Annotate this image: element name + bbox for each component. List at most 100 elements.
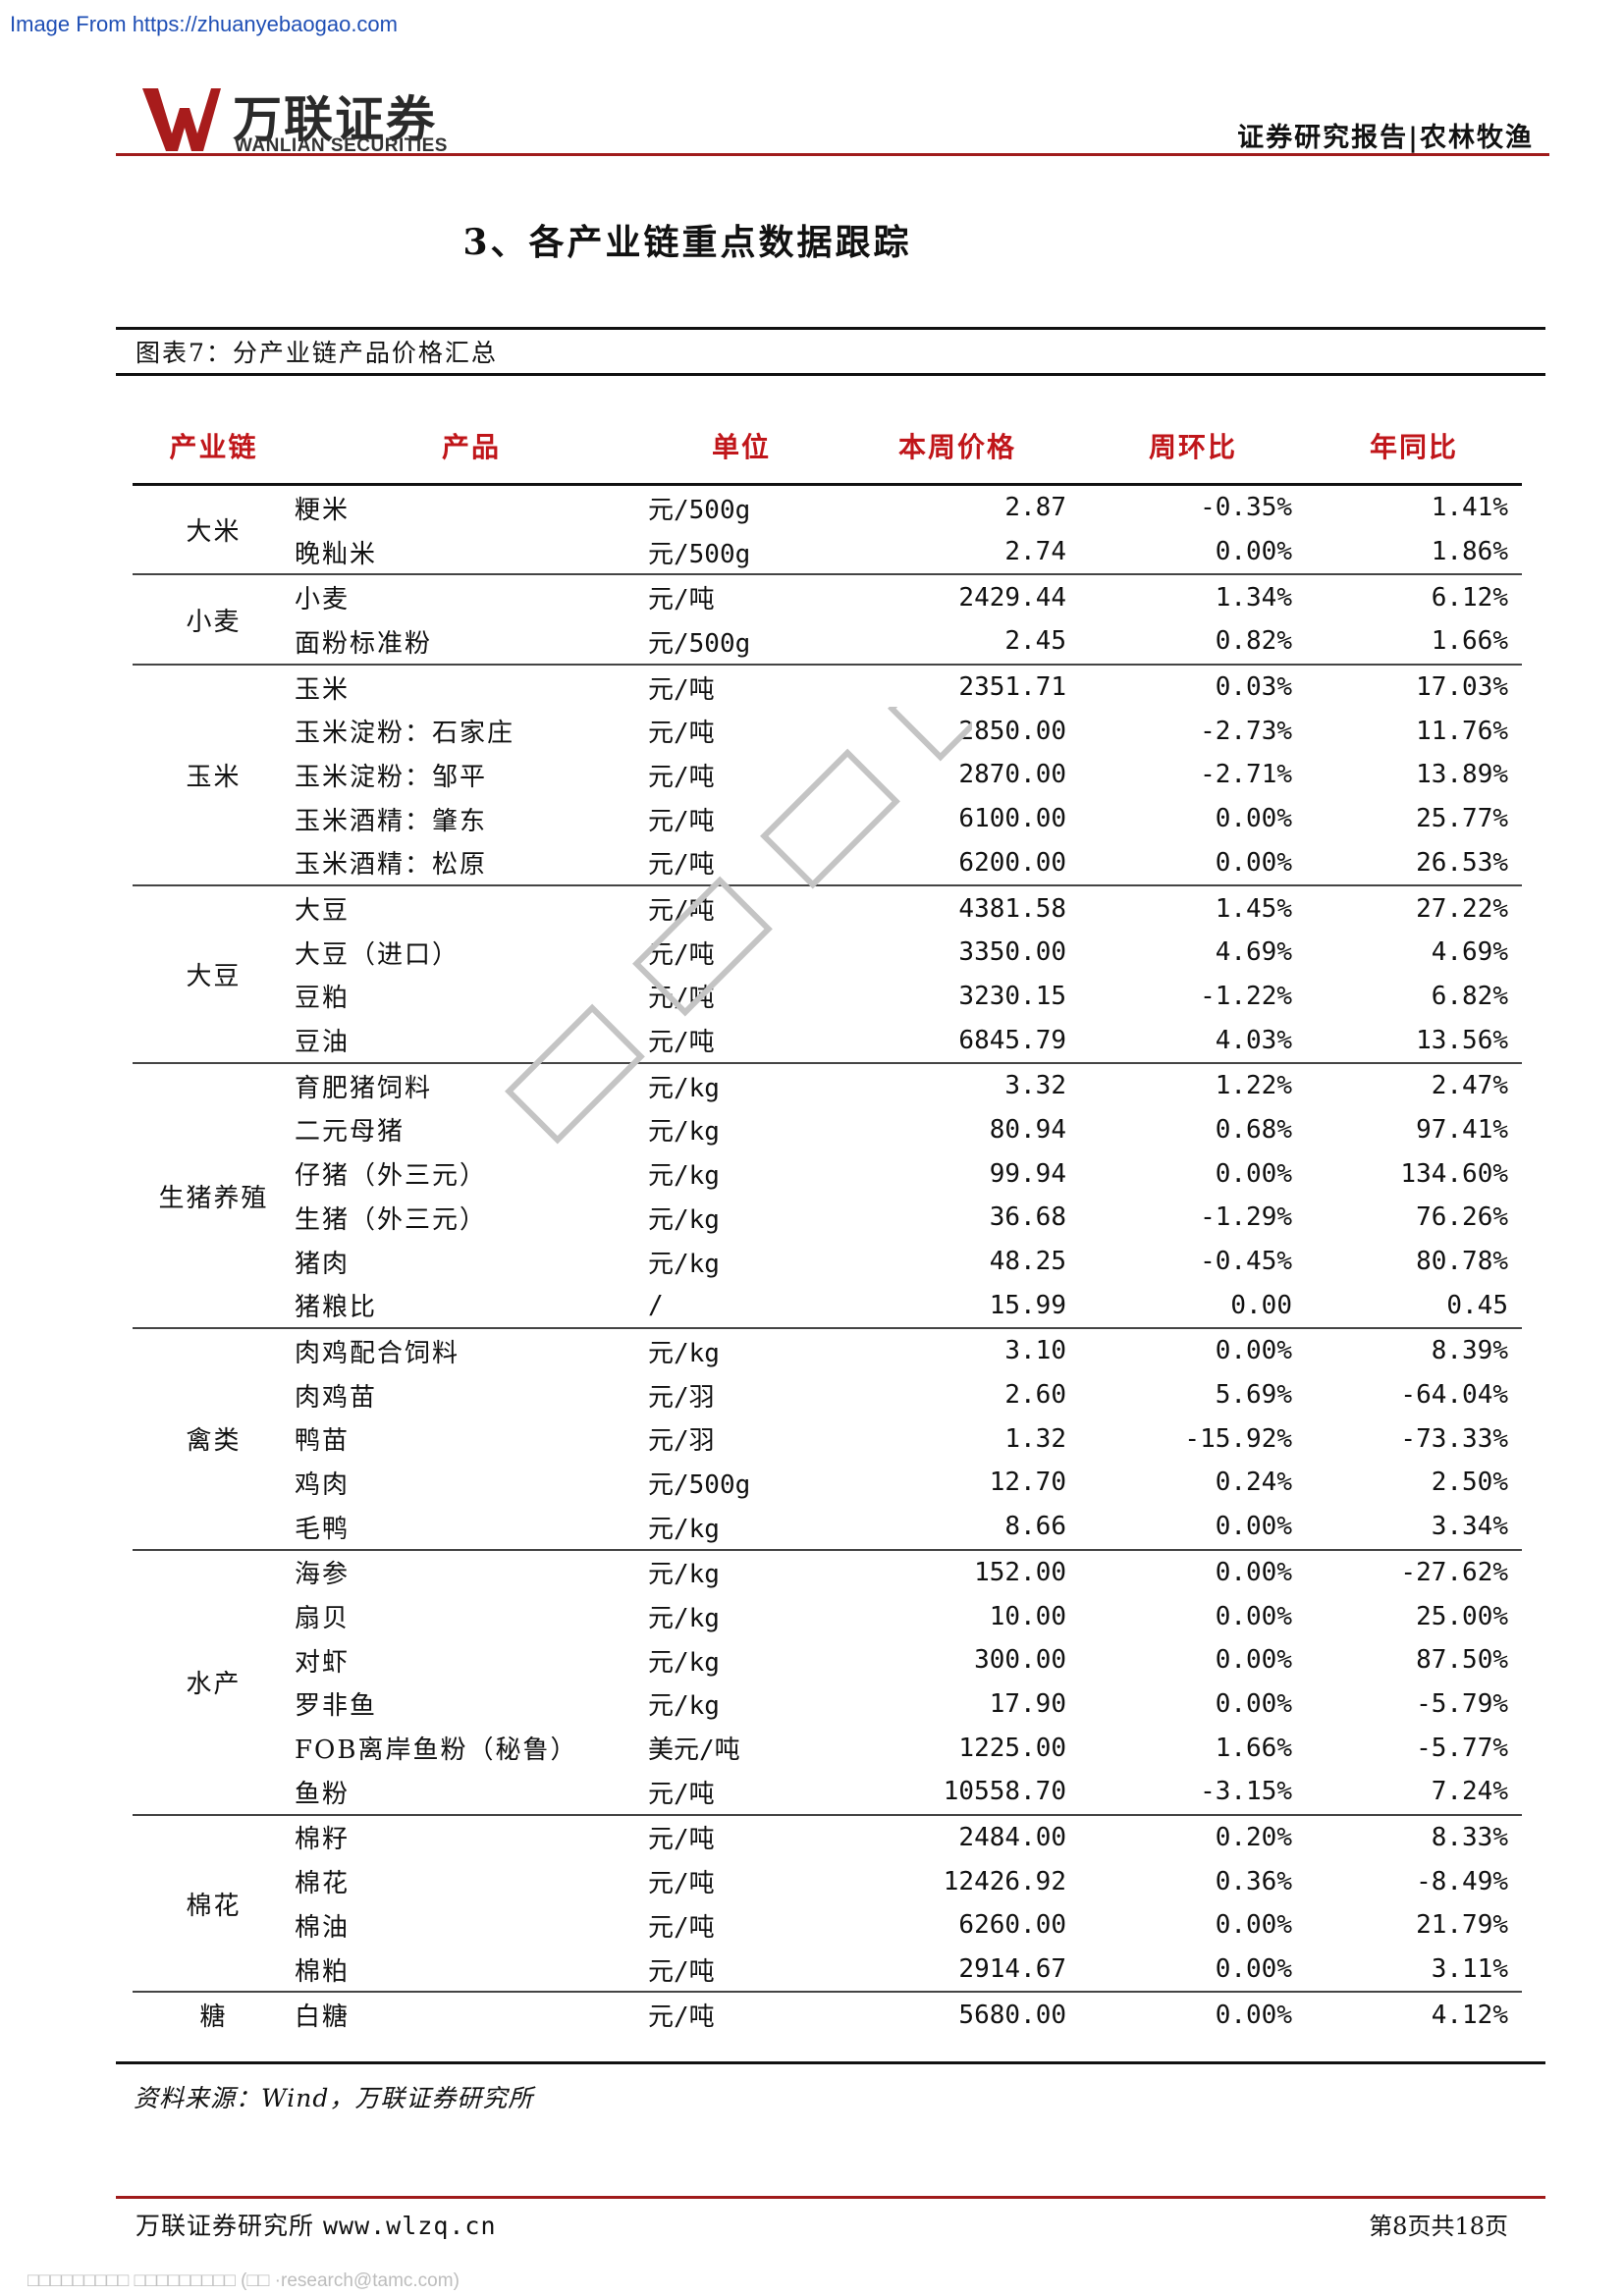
- cell-product: 棉粕: [295, 1947, 648, 1994]
- cell-unit: 元/kg: [648, 1161, 720, 1192]
- cell-yoy: 21.79%: [1416, 1910, 1508, 1941]
- cell-yoy: 3.11%: [1306, 1947, 1522, 1994]
- table-row: 豆粕 元/吨 3230.15 -1.22% 6.82%: [133, 975, 1522, 1019]
- cell-chain: 玉米: [133, 664, 295, 887]
- cell-yoy: 13.56%: [1306, 1018, 1522, 1064]
- table-row: 大豆 大豆 元/吨 4381.58 1.45% 27.22%: [133, 885, 1522, 1064]
- cell-yoy: 6.12%: [1431, 582, 1508, 613]
- cell-wow: 0.03%: [1215, 672, 1292, 703]
- cell-product: 豆油: [295, 1018, 648, 1064]
- cell-price: 6100.00: [958, 804, 1066, 834]
- cell-unit: 元/吨: [648, 2002, 715, 2033]
- cell-wow: -1.22%: [1200, 981, 1292, 1011]
- cell-yoy: 1.41%: [1431, 493, 1508, 523]
- cell-yoy: 87.50%: [1416, 1645, 1508, 1676]
- table-body: 大米 粳米 元/500g 2.87 -0.35% 1.41% 晚籼米 元/500g 2.74 0.…: [133, 484, 1522, 2038]
- cell-wow: 0.00%: [1080, 1504, 1306, 1551]
- cell-product: 鸡肉: [295, 1469, 351, 1500]
- cell-product: 育肥猪饲料: [295, 1073, 433, 1103]
- cell-yoy: 1.86%: [1306, 529, 1522, 576]
- cell-yoy: 76.26%: [1416, 1202, 1508, 1233]
- cell-yoy: -8.49%: [1416, 1866, 1508, 1896]
- table-row: 水产 海参 元/kg 152.00 0.00% -27.62%: [133, 1549, 1522, 1816]
- cell-wow: 0.00%: [1215, 2000, 1292, 2030]
- cell-unit: 美元/吨: [648, 1735, 740, 1766]
- cell-unit: 元/吨: [648, 1869, 715, 1899]
- cell-chain: 大豆: [133, 885, 295, 1064]
- cell-unit: 元/500g: [648, 1469, 751, 1500]
- cell-wow: 0.00%: [1215, 1910, 1292, 1941]
- cell-wow: -2.71%: [1200, 760, 1292, 790]
- cell-product: 猪肉: [295, 1249, 351, 1279]
- cell-yoy: 2.47%: [1431, 1071, 1508, 1101]
- cell-product: 猪粮比: [295, 1283, 648, 1330]
- cell-unit: 元/kg: [648, 1560, 720, 1590]
- table-row: 生猪（外三元） 元/kg 36.68 -1.29% 76.26%: [133, 1196, 1522, 1240]
- section-title: 3、各产业链重点数据跟踪: [462, 222, 912, 263]
- cell-price: 2870.00: [958, 760, 1066, 790]
- table-row: 糖 白糖 元/吨 5680.00 0.00% 4.12%: [133, 1992, 1522, 2037]
- cell-wow: 1.45%: [1215, 893, 1292, 924]
- cell-unit: 元/吨: [648, 984, 715, 1014]
- cell-price: 10.00: [989, 1601, 1066, 1631]
- cell-product: 对虾: [295, 1647, 351, 1678]
- cell-yoy: 1.66%: [1306, 619, 1522, 666]
- cell-unit: 元/吨: [648, 1912, 715, 1943]
- cell-yoy: 2.50%: [1431, 1468, 1508, 1498]
- cell-unit: 元/500g: [648, 619, 835, 666]
- footer-website-link[interactable]: www.wlzq.cn: [322, 2212, 497, 2240]
- cell-product: 白糖: [295, 2002, 351, 2033]
- cell-price: 17.90: [989, 1688, 1066, 1719]
- cell-unit: 元/吨: [648, 806, 715, 836]
- report-category: 证券研究报告|农林牧渔: [1237, 123, 1534, 153]
- cell-unit: 元/吨: [648, 1018, 835, 1064]
- cell-wow: 0.00%: [1215, 1557, 1292, 1587]
- cell-product: 大豆: [295, 896, 351, 927]
- cell-price: 2914.67: [835, 1947, 1080, 1994]
- table-row: 毛鸭 元/kg 8.66 0.00% 3.34%: [133, 1504, 1522, 1551]
- cell-product: 晚籼米: [295, 529, 648, 576]
- cell-product: 玉米: [295, 674, 351, 705]
- company-logo: 万联证券 WANLIAN SECURITIES: [142, 86, 476, 157]
- cell-wow: 4.69%: [1215, 937, 1292, 968]
- cell-chain: 生猪养殖: [133, 1062, 295, 1330]
- cell-price: 48.25: [989, 1247, 1066, 1277]
- cell-unit: 元/500g: [648, 529, 835, 576]
- cell-yoy: 26.53%: [1306, 840, 1522, 887]
- table-row: 棉油 元/吨 6260.00 0.00% 21.79%: [133, 1903, 1522, 1948]
- cell-price: 99.94: [989, 1158, 1066, 1189]
- cell-wow: 1.34%: [1215, 582, 1292, 613]
- cell-price: 6260.00: [958, 1910, 1066, 1941]
- cell-unit: 元/kg: [648, 1338, 720, 1368]
- cell-unit: /: [648, 1283, 835, 1330]
- footer-org: 万联证券研究所 www.wlzq.cn: [135, 2207, 497, 2242]
- wanlian-logo-icon: [142, 88, 221, 151]
- cell-product: 生猪（外三元）: [295, 1204, 488, 1235]
- cell-chain: 大米: [133, 484, 295, 576]
- table-row: 大米 粳米 元/500g 2.87 -0.35% 1.41%: [133, 484, 1522, 576]
- cell-yoy: 0.45: [1306, 1283, 1522, 1330]
- cell-price: 2429.44: [958, 582, 1066, 613]
- col-header-wow: 周环比: [1080, 408, 1306, 486]
- cell-product: 豆粕: [295, 984, 351, 1014]
- cell-product: 玉米淀粉：邹平: [295, 762, 488, 792]
- cell-product: 肉鸡配合饲料: [295, 1338, 460, 1368]
- table-row: 棉粕 元/吨 2914.67 0.00% 3.11%: [133, 1947, 1522, 1994]
- col-header-price: 本周价格: [835, 408, 1080, 486]
- cell-price: 6845.79: [835, 1018, 1080, 1064]
- cell-yoy: 80.78%: [1416, 1247, 1508, 1277]
- cell-product: 仔猪（外三元）: [295, 1161, 488, 1192]
- cell-wow: 5.69%: [1215, 1380, 1292, 1411]
- table-row: 玉米 玉米 元/吨 2351.71 0.03% 17.03%: [133, 664, 1522, 887]
- cell-yoy: -27.62%: [1400, 1557, 1508, 1587]
- cell-product: 二元母猪: [295, 1117, 406, 1148]
- cell-wow: 0.82%: [1080, 619, 1306, 666]
- cell-unit: 元/kg: [648, 1073, 720, 1103]
- cell-chain: 棉花: [133, 1814, 295, 1994]
- source-note: 资料来源：Wind，万联证券研究所: [134, 2084, 534, 2112]
- cell-product: 玉米酒精：肇东: [295, 806, 488, 836]
- cell-price: 80.94: [989, 1114, 1066, 1145]
- cell-yoy: 25.00%: [1416, 1601, 1508, 1631]
- cell-price: 6200.00: [835, 840, 1080, 887]
- cell-yoy: -5.79%: [1416, 1688, 1508, 1719]
